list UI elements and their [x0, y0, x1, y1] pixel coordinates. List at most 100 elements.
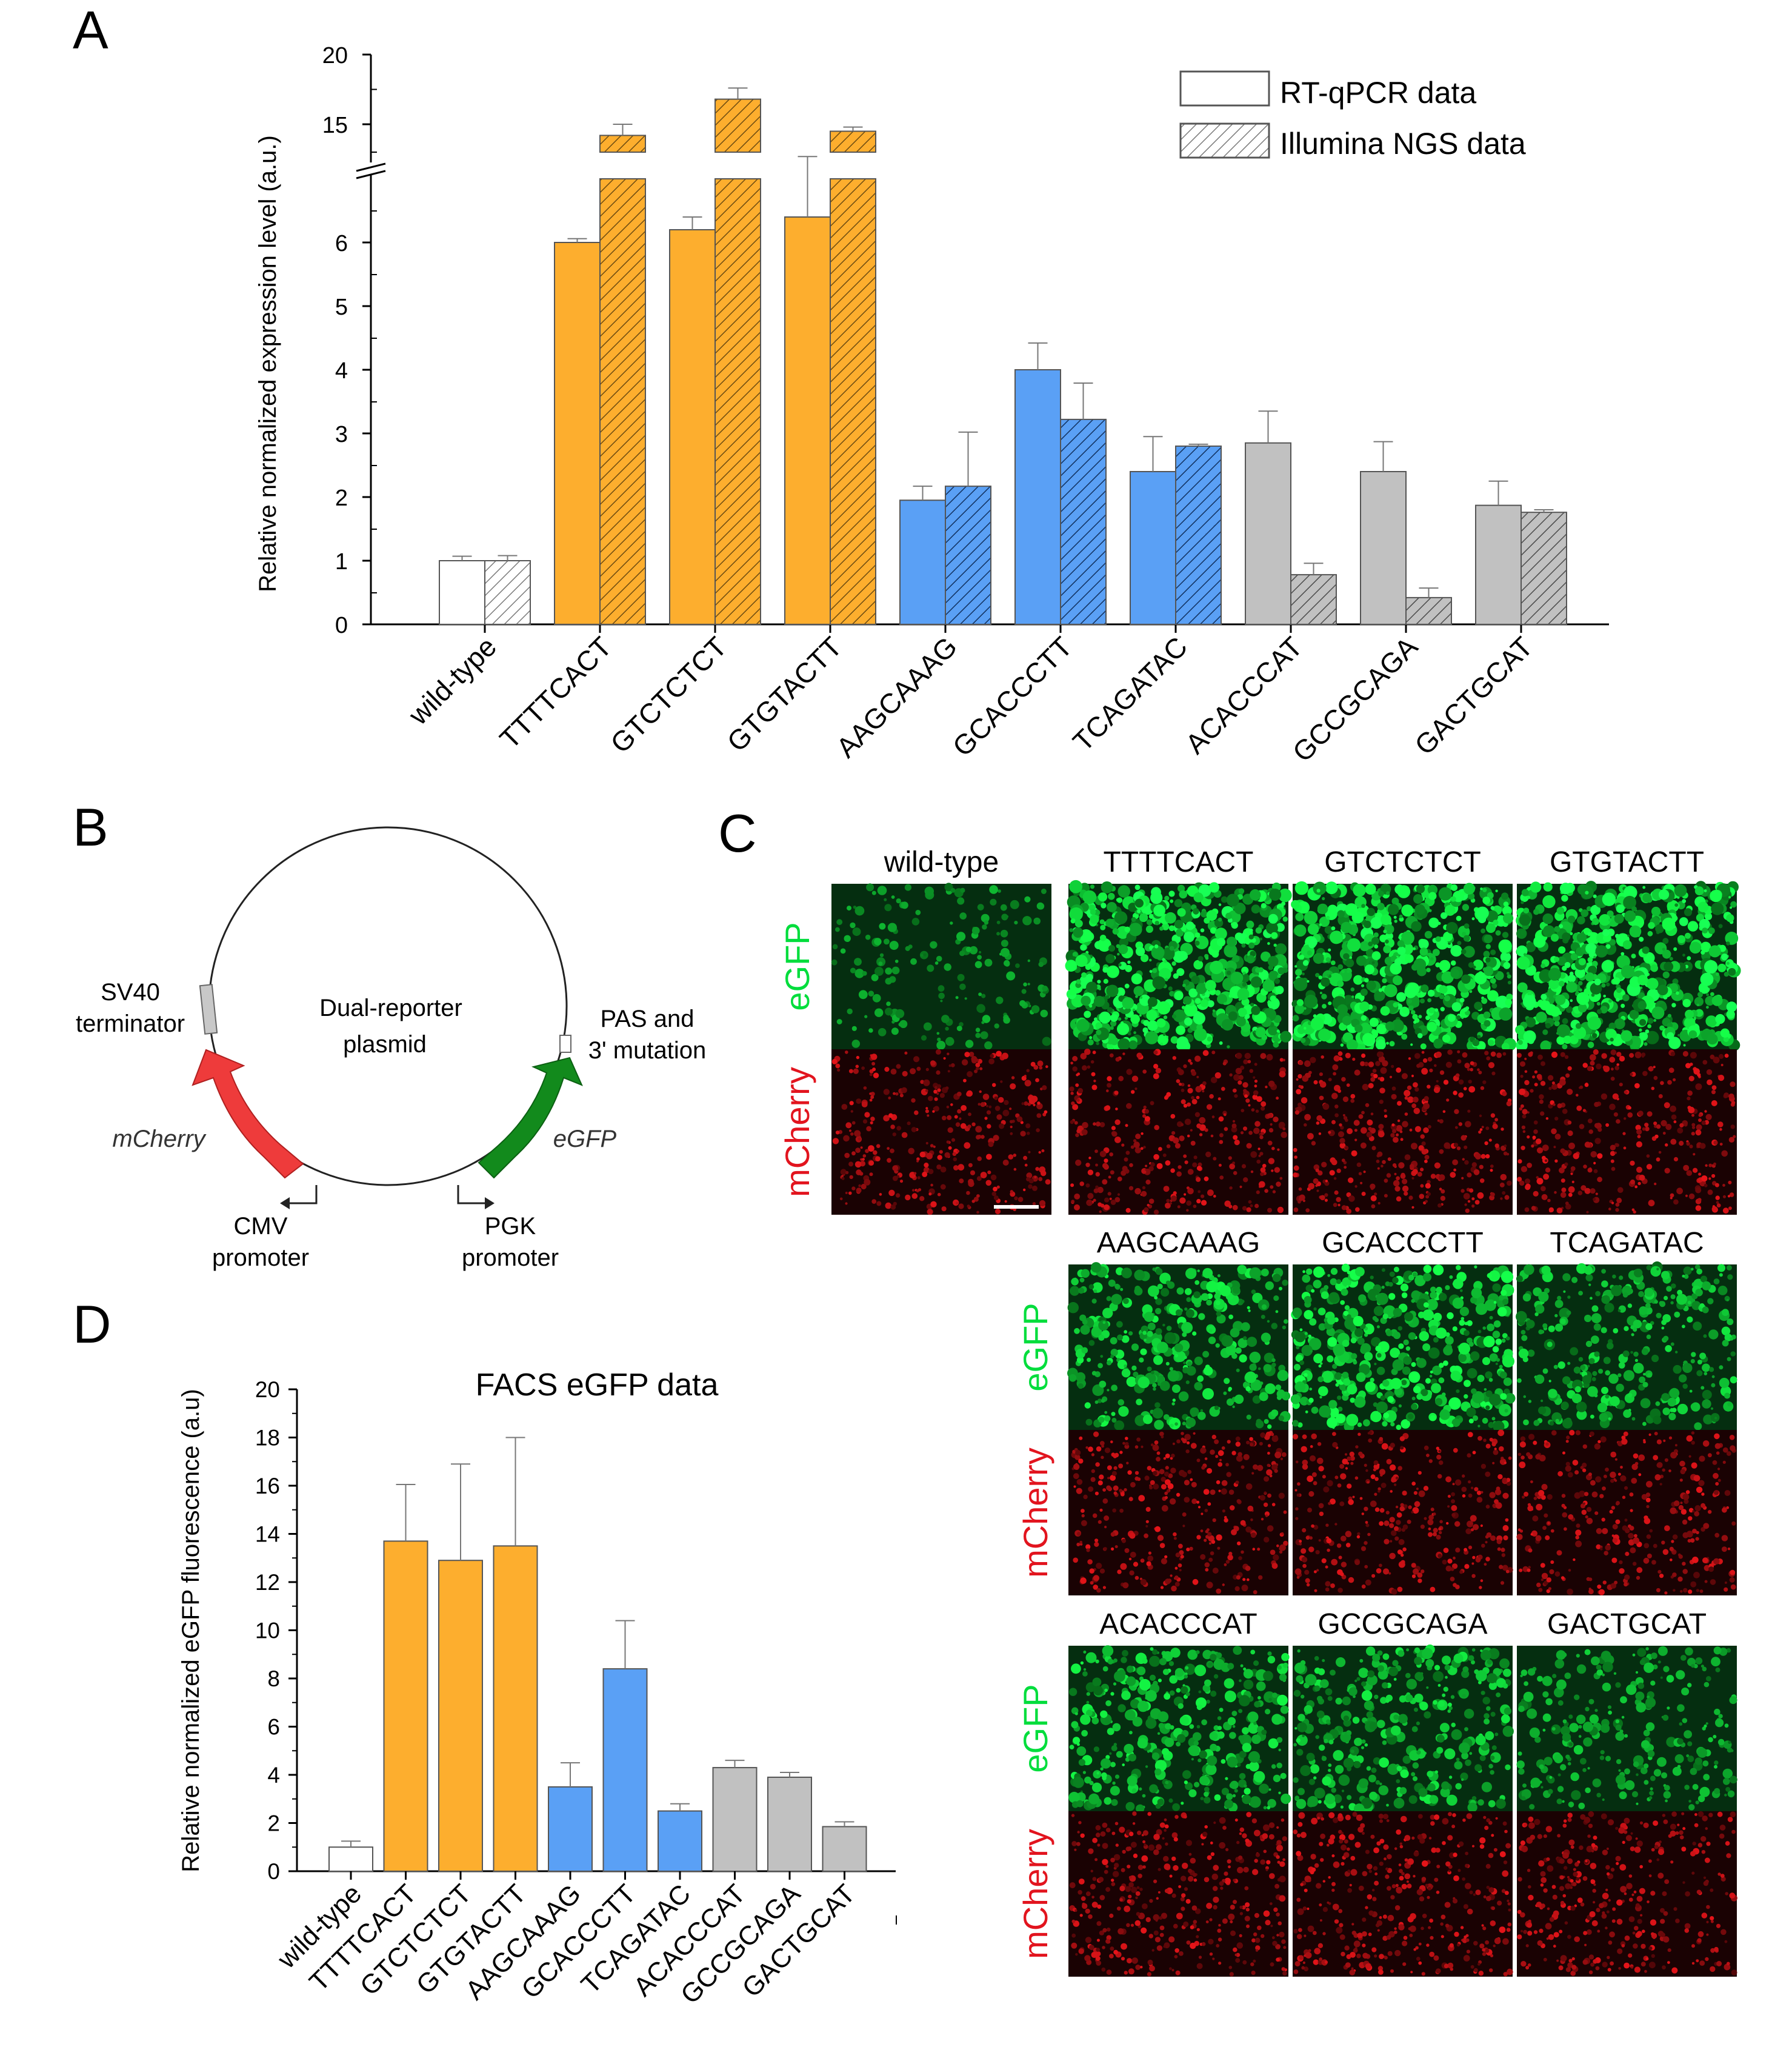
cell	[1500, 1371, 1507, 1379]
cell	[1200, 928, 1205, 933]
cell	[1539, 1000, 1551, 1011]
cell	[1214, 1072, 1222, 1079]
cell	[1659, 1025, 1665, 1031]
cell	[1279, 1058, 1284, 1062]
cell	[1170, 1423, 1174, 1428]
cell	[928, 1095, 933, 1101]
cell	[1197, 1506, 1201, 1509]
cell	[1069, 1086, 1074, 1092]
x-tick-label: GTGTACTT	[721, 630, 848, 758]
cell	[1597, 1153, 1603, 1159]
cell	[1531, 1144, 1534, 1148]
pas-label-2: 3' mutation	[588, 1037, 706, 1064]
cell	[1319, 1081, 1327, 1088]
cell	[1462, 1052, 1468, 1058]
cell	[1448, 1014, 1456, 1022]
pas-block	[559, 1035, 571, 1053]
cell	[1160, 1586, 1164, 1589]
cell	[1404, 1096, 1408, 1100]
cell	[1091, 1072, 1096, 1077]
cell	[1590, 1151, 1597, 1158]
cell	[1183, 1361, 1186, 1364]
cell	[1179, 1550, 1184, 1555]
cell	[1495, 1338, 1502, 1345]
cell	[1227, 1440, 1231, 1444]
cell	[1283, 1540, 1288, 1546]
cell	[1685, 1063, 1691, 1069]
cell	[1331, 1120, 1336, 1124]
cell	[967, 1071, 973, 1077]
cell	[1236, 1575, 1241, 1580]
cell	[1142, 1069, 1147, 1074]
cell	[1576, 992, 1590, 1006]
cell	[1210, 1489, 1216, 1495]
cell	[1042, 1037, 1051, 1046]
cell	[1431, 1383, 1441, 1394]
cell	[1486, 923, 1496, 933]
cell	[982, 1094, 990, 1100]
cell	[1212, 1518, 1216, 1523]
cell	[1197, 1162, 1202, 1167]
cell	[1221, 1335, 1233, 1347]
cell	[1317, 1376, 1324, 1383]
cell	[1099, 1150, 1107, 1158]
cell	[1098, 1363, 1103, 1369]
cell	[1111, 1547, 1114, 1551]
cell	[1174, 1351, 1186, 1362]
cell	[1104, 1547, 1107, 1551]
cell	[1566, 981, 1577, 993]
cell	[1388, 1293, 1396, 1300]
cell	[1264, 1419, 1269, 1424]
cell	[879, 953, 884, 958]
cell	[1307, 1133, 1314, 1140]
cell	[1254, 1080, 1258, 1083]
cell	[1087, 1169, 1094, 1175]
cell	[953, 1157, 958, 1161]
cell	[1187, 1469, 1192, 1474]
cell	[1624, 910, 1636, 922]
cell	[1608, 918, 1612, 922]
cell	[1365, 1103, 1370, 1107]
cell	[994, 1106, 1001, 1111]
cell	[1480, 887, 1483, 890]
cell	[1107, 1076, 1112, 1081]
cell	[1414, 1087, 1419, 1092]
cell	[1384, 1114, 1388, 1118]
cell	[1462, 1158, 1465, 1161]
cell	[1711, 1174, 1716, 1178]
cell	[910, 958, 917, 965]
cell	[1143, 1105, 1147, 1109]
cell	[1619, 1055, 1625, 1062]
cell	[1084, 1402, 1091, 1409]
cell	[1194, 998, 1201, 1004]
cell	[1468, 1080, 1472, 1084]
cell	[1224, 1127, 1228, 1131]
cell	[1282, 1058, 1285, 1062]
cell	[1229, 1163, 1235, 1170]
cell	[1228, 1314, 1233, 1320]
cell	[1376, 1051, 1383, 1058]
cell	[1487, 1323, 1495, 1332]
cell	[1346, 1285, 1349, 1288]
cell	[1204, 917, 1210, 924]
cell	[1459, 998, 1465, 1003]
cell	[865, 934, 871, 940]
cell	[1172, 1442, 1175, 1445]
cell	[1026, 1172, 1033, 1179]
cell	[1249, 1437, 1253, 1441]
cell	[1579, 1124, 1585, 1129]
cell	[1176, 1287, 1184, 1295]
cell	[1282, 1325, 1287, 1330]
cell	[1469, 990, 1473, 993]
cell	[1457, 1059, 1462, 1064]
cell	[1463, 1007, 1468, 1012]
cell	[1261, 1106, 1265, 1111]
cell	[975, 1067, 979, 1070]
cell	[1631, 1208, 1635, 1212]
cell	[1479, 1128, 1483, 1131]
cell	[1208, 1337, 1216, 1344]
cell	[933, 1145, 936, 1148]
cell	[1201, 1200, 1207, 1206]
cell	[1134, 1471, 1139, 1475]
cell	[1116, 898, 1121, 902]
